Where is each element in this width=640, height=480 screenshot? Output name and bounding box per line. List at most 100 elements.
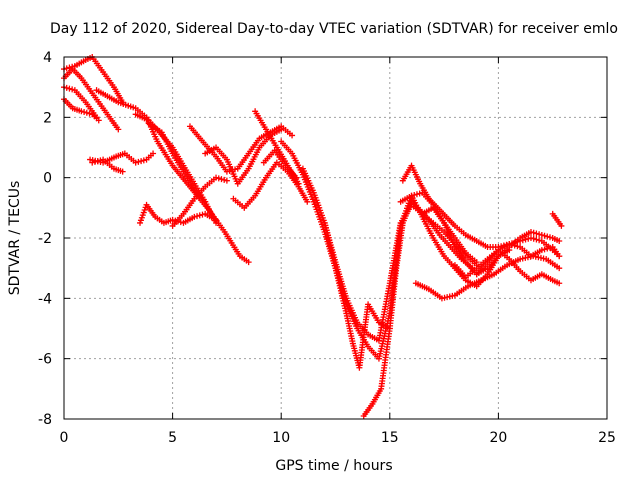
data-point <box>95 117 102 124</box>
series-arc-26 <box>473 241 563 278</box>
data-point <box>536 231 543 238</box>
data-point <box>289 132 296 139</box>
series-arc-4 <box>61 96 102 124</box>
data-point <box>223 168 230 175</box>
y-tick-label: -4 <box>38 291 52 307</box>
series-arc-2 <box>61 66 122 133</box>
series-arc-27 <box>549 210 565 229</box>
data-point <box>295 180 302 187</box>
data-point <box>202 198 209 205</box>
data-point <box>115 126 122 133</box>
data-point <box>514 243 521 250</box>
series-arc-19 <box>321 219 393 371</box>
data-point <box>508 241 515 248</box>
data-point <box>215 175 222 182</box>
data-point <box>506 241 513 248</box>
data-point <box>196 212 203 219</box>
series-arc-20 <box>360 198 476 419</box>
x-tick-label: 0 <box>60 430 69 446</box>
data-point <box>538 247 545 254</box>
data-point <box>538 231 545 238</box>
data-point <box>546 244 553 251</box>
series-arc-6 <box>89 156 126 175</box>
data-point <box>83 109 90 116</box>
data-point <box>544 245 551 252</box>
data-point <box>213 174 220 181</box>
data-point <box>525 235 532 242</box>
y-tick-label: -2 <box>38 231 52 247</box>
data-point <box>78 108 85 115</box>
data-point <box>132 159 139 166</box>
data-point <box>517 238 524 245</box>
y-tick-label: 2 <box>43 110 52 126</box>
data-point <box>293 174 300 181</box>
data-point <box>140 157 147 164</box>
data-point <box>278 126 285 133</box>
data-point <box>511 242 518 249</box>
data-point <box>558 222 565 229</box>
data-point <box>218 176 225 183</box>
series-arc-11 <box>169 174 230 229</box>
data-point <box>63 65 70 72</box>
data-point <box>544 233 551 240</box>
data-point <box>411 192 418 199</box>
data-point <box>91 158 98 165</box>
data-point <box>533 236 540 243</box>
data-point <box>194 213 201 220</box>
data-point <box>541 232 548 239</box>
data-point <box>556 253 563 260</box>
data-point <box>556 238 563 245</box>
series-arc-14 <box>230 159 311 211</box>
data-point <box>536 237 543 244</box>
y-tick-label: -8 <box>38 412 52 428</box>
data-point <box>506 247 513 254</box>
x-tick-label: 5 <box>168 430 177 446</box>
data-point <box>223 177 230 184</box>
x-tick-label: 10 <box>272 430 290 446</box>
data-point <box>86 110 93 117</box>
data-point <box>138 158 145 165</box>
data-points <box>61 54 565 419</box>
data-point <box>81 109 88 116</box>
data-point <box>69 86 76 93</box>
y-tick-label: -6 <box>38 352 52 368</box>
chart-title: Day 112 of 2020, Sidereal Day-to-day VTE… <box>50 21 618 37</box>
series-arc-23 <box>419 204 513 278</box>
series-arc-8 <box>137 201 220 226</box>
data-point <box>191 213 198 220</box>
y-axis-label: SDTVAR / TECUs <box>7 181 23 296</box>
grid-lines <box>64 57 607 419</box>
data-point <box>172 217 179 224</box>
data-point <box>150 150 157 157</box>
data-point <box>541 246 548 253</box>
data-point <box>94 158 101 165</box>
x-tick-label: 20 <box>489 430 507 446</box>
data-point <box>97 157 104 164</box>
series-arc-16 <box>260 147 300 181</box>
data-point <box>413 191 420 198</box>
axis-ticks: 0 5 10 15 20 25 -8 -6 -4 -2 0 2 4 <box>38 50 616 446</box>
data-point <box>169 216 176 223</box>
series-arc-21 <box>397 192 563 290</box>
data-point <box>66 64 73 71</box>
data-point <box>519 237 526 244</box>
data-point <box>533 230 540 237</box>
data-point <box>304 198 311 205</box>
data-point <box>530 229 537 236</box>
x-tick-label: 25 <box>598 430 616 446</box>
data-point <box>416 190 423 197</box>
data-point <box>66 85 73 92</box>
data-point <box>527 235 534 241</box>
data-point <box>213 219 220 226</box>
data-point <box>556 265 563 272</box>
data-point <box>556 280 563 287</box>
data-point <box>221 176 228 183</box>
data-point <box>63 84 70 91</box>
series-arc-13 <box>202 126 285 187</box>
data-point <box>522 236 529 243</box>
y-tick-label: 4 <box>43 50 52 66</box>
series-arc-24 <box>412 253 563 302</box>
data-point <box>245 259 252 266</box>
data-point <box>119 168 126 175</box>
